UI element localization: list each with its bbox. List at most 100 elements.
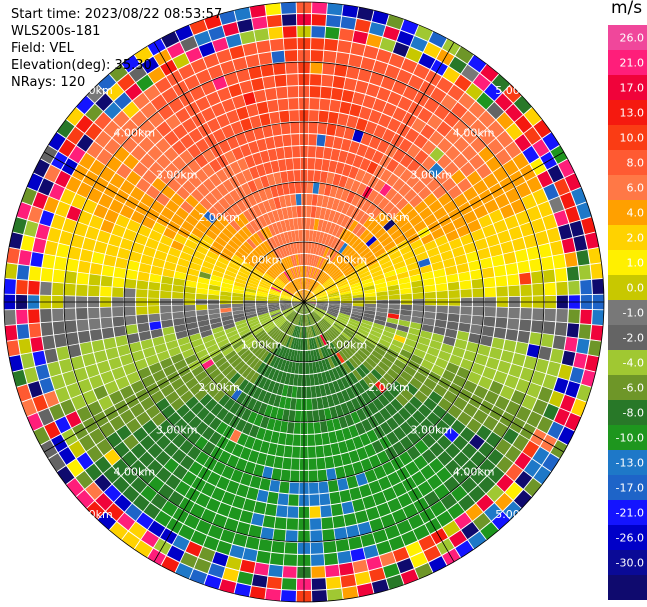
ray-gate bbox=[328, 160, 338, 173]
ray-gate bbox=[77, 210, 93, 226]
ray-gate bbox=[388, 289, 400, 296]
ray-gate bbox=[310, 312, 318, 323]
ray-gate bbox=[163, 227, 177, 240]
ray-gate bbox=[388, 535, 405, 551]
ray-gate bbox=[514, 134, 532, 152]
ray-gate bbox=[196, 288, 208, 295]
ray-gate bbox=[202, 441, 216, 456]
ray-gate bbox=[410, 274, 422, 282]
ray-gate bbox=[368, 333, 380, 342]
ray-gate bbox=[150, 328, 163, 339]
ray-gate bbox=[319, 384, 327, 397]
ray-gate bbox=[478, 110, 496, 128]
ray-gate bbox=[405, 541, 423, 557]
ray-gate bbox=[529, 258, 542, 272]
ray-gate bbox=[42, 335, 56, 350]
ray-gate bbox=[76, 284, 88, 296]
ray-gate bbox=[352, 294, 364, 299]
ray-gate bbox=[252, 191, 263, 204]
ray-gate bbox=[339, 28, 354, 42]
ray-gate bbox=[326, 576, 342, 590]
ray-gate bbox=[160, 283, 173, 292]
ray-gate bbox=[461, 443, 478, 459]
ray-gate bbox=[288, 182, 296, 194]
ray-gate bbox=[323, 316, 334, 324]
ray-gate bbox=[364, 469, 378, 483]
colorbar-segment bbox=[608, 75, 647, 101]
ray-gate bbox=[145, 185, 161, 200]
ray-gate bbox=[317, 300, 328, 302]
ray-gate bbox=[217, 502, 232, 517]
ray-gate bbox=[52, 282, 64, 296]
ray-gate bbox=[348, 425, 359, 438]
ray-gate bbox=[240, 118, 253, 132]
ray-gate bbox=[160, 384, 175, 397]
ray-gate bbox=[289, 110, 299, 122]
ray-gate bbox=[109, 390, 124, 405]
ray-gate bbox=[130, 110, 148, 127]
ray-gate bbox=[228, 83, 242, 98]
ray-gate bbox=[256, 138, 268, 152]
ray-gate bbox=[224, 326, 237, 334]
ray-gate bbox=[484, 199, 499, 214]
ray-gate bbox=[532, 308, 544, 321]
ray-gate bbox=[180, 200, 194, 214]
ray-gate bbox=[215, 169, 228, 183]
colorbar-tick-label: -17.0 bbox=[616, 481, 644, 494]
ray-gate bbox=[332, 324, 342, 334]
ray-gate bbox=[292, 325, 297, 337]
ray-gate bbox=[167, 42, 185, 59]
ppi-rays bbox=[4, 2, 604, 602]
ray-gate bbox=[400, 309, 412, 316]
ray-gate bbox=[428, 426, 444, 442]
ray-gate bbox=[112, 110, 130, 128]
ray-gate bbox=[376, 307, 388, 313]
ray-gate bbox=[292, 267, 297, 279]
ray-gate bbox=[33, 159, 50, 178]
ray-gate bbox=[278, 246, 286, 258]
ray-gate bbox=[173, 318, 185, 326]
ray-gate bbox=[320, 274, 329, 284]
ray-gate bbox=[269, 327, 279, 337]
ray-gate bbox=[294, 302, 304, 310]
ray-gate bbox=[297, 278, 301, 290]
ray-gate bbox=[202, 178, 216, 192]
ray-gate bbox=[382, 128, 396, 143]
ray-gate bbox=[290, 470, 300, 482]
ray-gate bbox=[323, 280, 334, 288]
ray-gate bbox=[359, 363, 370, 375]
ray-gate bbox=[389, 250, 402, 261]
ray-gate bbox=[171, 140, 187, 155]
ray-gate bbox=[316, 397, 324, 410]
ray-gate bbox=[49, 403, 65, 421]
ray-gate bbox=[208, 284, 221, 291]
ray-gate bbox=[35, 364, 50, 380]
ray-gate bbox=[32, 394, 48, 412]
ray-gate bbox=[122, 485, 140, 503]
ray-gate bbox=[184, 74, 200, 90]
ray-gate bbox=[121, 137, 138, 153]
ray-gate bbox=[267, 269, 278, 278]
colorbar: 26.021.017.013.010.08.06.04.02.01.00.0-1… bbox=[608, 25, 647, 600]
ray-gate bbox=[164, 162, 180, 178]
ray-gate bbox=[311, 282, 319, 292]
ray-gate bbox=[537, 170, 553, 188]
ray-gate bbox=[565, 173, 581, 191]
ray-gate bbox=[296, 292, 304, 302]
ray-gate bbox=[220, 286, 233, 293]
ray-gate bbox=[221, 282, 233, 289]
ray-gate bbox=[311, 26, 326, 38]
ray-gate bbox=[452, 216, 467, 229]
ray-gate bbox=[345, 152, 356, 166]
ray-gate bbox=[515, 341, 529, 355]
ray-gate bbox=[335, 52, 350, 65]
ray-gate bbox=[460, 427, 476, 442]
ray-gate bbox=[320, 258, 327, 270]
ray-gate bbox=[76, 490, 95, 509]
azimuth-spoke bbox=[43, 151, 305, 303]
ray-gate bbox=[167, 178, 182, 192]
ray-gate bbox=[204, 574, 222, 590]
ray-gate bbox=[211, 487, 226, 502]
ray-gate bbox=[180, 552, 198, 568]
ray-gate bbox=[273, 395, 282, 407]
